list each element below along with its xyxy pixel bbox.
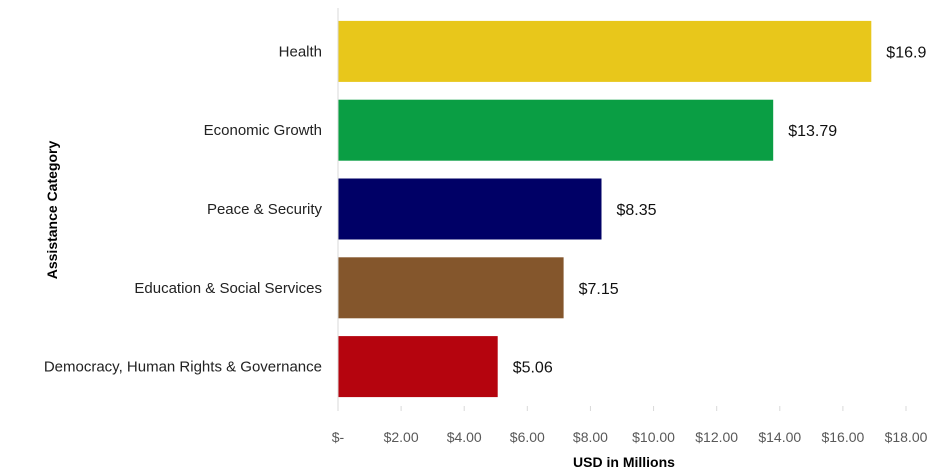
value-label-2: $8.35	[617, 202, 657, 219]
x-axis-title: USD in Millions	[573, 454, 675, 470]
x-tick-label-7: $14.00	[758, 429, 801, 445]
x-tick-label-2: $4.00	[447, 429, 482, 445]
y-axis-title: Assistance Category	[44, 141, 60, 280]
x-tick-label-3: $6.00	[510, 429, 545, 445]
category-label-0: Health	[279, 43, 322, 60]
bar-3	[338, 257, 564, 319]
labels-layer: Health $16.9 Economic Growth $13.79 Peace & …	[44, 43, 927, 376]
value-label-0: $16.9	[886, 44, 926, 61]
bar-4	[338, 336, 498, 398]
x-tick-label-8: $16.00	[821, 429, 864, 445]
category-label-3: Education & Social Services	[134, 280, 322, 297]
category-label-2: Peace & Security	[207, 201, 323, 218]
category-label-4: Democracy, Human Rights & Governance	[44, 359, 322, 376]
category-label-1: Economic Growth	[204, 122, 322, 139]
x-tick-label-6: $12.00	[695, 429, 738, 445]
bars-layer	[338, 20, 872, 398]
bar-2	[338, 178, 602, 240]
bar-0	[338, 20, 872, 82]
value-label-3: $7.15	[579, 281, 619, 298]
axis-layer: $- $2.00 $4.00 $6.00 $8.00 $10.00 $12.00 $14.00…	[332, 8, 928, 445]
value-label-4: $5.06	[513, 360, 553, 377]
x-tick-label-5: $10.00	[632, 429, 675, 445]
x-tick-label-4: $8.00	[573, 429, 608, 445]
x-tick-label-1: $2.00	[384, 429, 419, 445]
x-tick-label-0: $-	[332, 429, 345, 445]
bar-1	[338, 99, 774, 161]
x-tick-label-9: $18.00	[885, 429, 928, 445]
value-label-1: $13.79	[788, 123, 837, 140]
